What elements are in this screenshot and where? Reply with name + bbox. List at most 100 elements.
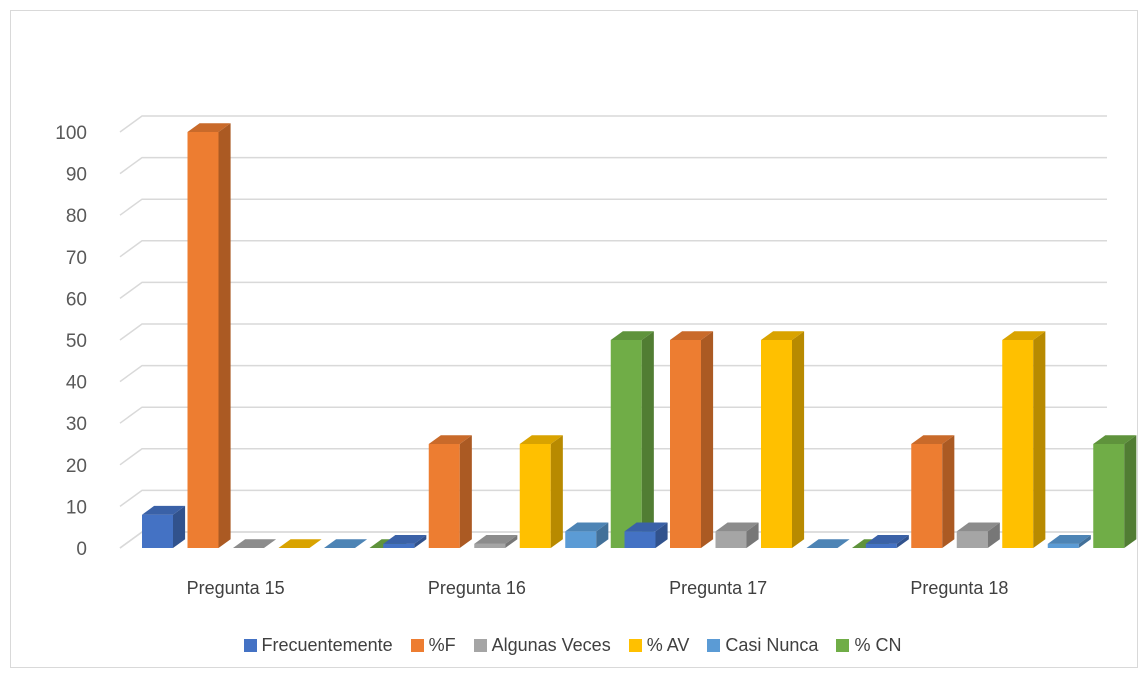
legend-label: % CN (854, 634, 902, 655)
x-axis: Pregunta 15 Pregunta 16 Pregunta 17 Pregunt… (187, 578, 1009, 598)
bar (187, 123, 231, 548)
bar-front (911, 444, 943, 548)
y-axis: 0 10 20 30 40 50 60 70 80 90 100 (55, 123, 87, 560)
bar-front (565, 531, 597, 548)
legend-label: Algunas Veces (491, 634, 611, 655)
legend-item: % AV (628, 634, 690, 656)
bar (715, 522, 759, 548)
bar-top (474, 535, 518, 544)
bar-side (746, 522, 759, 548)
bar-front (383, 543, 415, 548)
gridline (119, 281, 1107, 300)
bar-top (428, 435, 472, 444)
bar-front (610, 340, 642, 548)
x-category-label: Pregunta 15 (187, 578, 285, 598)
bar-side (173, 505, 186, 548)
bar-side (596, 522, 609, 548)
y-tick-label: 30 (66, 414, 87, 435)
bar-top (670, 331, 714, 340)
bar-side (655, 522, 668, 548)
bar-front (624, 531, 656, 548)
bar-side (414, 535, 427, 548)
legend-swatch (410, 638, 424, 652)
bar-front (1093, 444, 1125, 548)
bar (624, 522, 668, 548)
bar-top (383, 535, 427, 544)
legend-swatch (243, 638, 257, 652)
bar-side (1078, 535, 1091, 548)
bar-side (1033, 331, 1046, 548)
bar-side (1124, 435, 1137, 548)
bar-front (865, 543, 897, 548)
legend-swatch (473, 638, 487, 652)
bar-top (715, 522, 759, 532)
y-tick-label: 90 (66, 165, 87, 186)
gridline (119, 115, 1107, 133)
legend-item: %F (410, 634, 456, 656)
bar-front (519, 444, 551, 548)
bar-side (942, 435, 955, 548)
bar-front (1002, 340, 1034, 548)
bars (142, 123, 1137, 548)
bar-top (142, 505, 186, 515)
bar (1002, 331, 1046, 548)
x-category-label: Pregunta 16 (428, 578, 526, 598)
bar-top (610, 331, 654, 340)
bar (670, 331, 714, 548)
gridline (119, 240, 1107, 258)
legend-swatch (707, 638, 721, 652)
legend-label: Frecuentemente (261, 634, 393, 655)
bar (474, 535, 518, 548)
bar (233, 539, 277, 548)
gridline (119, 198, 1107, 216)
bar (383, 535, 427, 548)
bar (324, 539, 368, 548)
bar-top (187, 123, 231, 132)
bar-top (1002, 331, 1046, 340)
x-category-label: Pregunta 17 (669, 578, 767, 598)
bar (142, 505, 186, 548)
legend-item: Frecuentemente (243, 634, 393, 656)
y-tick-label: 20 (66, 456, 87, 477)
bar-front (715, 531, 747, 548)
x-category-label: Pregunta 18 (910, 578, 1008, 598)
legend-item: Casi Nunca (707, 635, 818, 656)
legend-item: Algunas Veces (473, 634, 611, 656)
bar-front (1047, 543, 1079, 548)
bar-top (278, 539, 322, 548)
bar-side (459, 435, 472, 548)
bar-top (624, 522, 668, 532)
bar-top (806, 539, 850, 548)
y-tick-label: 100 (55, 123, 87, 144)
bar-front (670, 340, 701, 548)
bar-side (505, 535, 518, 548)
bar-top (911, 435, 955, 444)
bar (956, 522, 1000, 548)
bar (428, 435, 472, 548)
bar (610, 331, 654, 548)
bar-front (187, 132, 219, 548)
bar (911, 435, 955, 548)
bar-side (701, 331, 714, 548)
bar-top (865, 535, 909, 544)
bar (519, 435, 563, 548)
y-tick-label: 50 (66, 331, 87, 352)
legend-swatch (836, 638, 850, 652)
bar-top (519, 435, 563, 444)
legend-label: Casi Nunca (725, 634, 819, 655)
bar (865, 535, 909, 548)
legend-swatch (628, 638, 642, 652)
y-tick-label: 40 (66, 373, 87, 394)
bar-side (792, 331, 805, 548)
legend-label: %F (428, 634, 456, 655)
bar-front (956, 531, 988, 548)
bar-front (474, 543, 506, 548)
y-tick-label: 10 (66, 497, 87, 518)
legend-label: % AV (646, 634, 690, 655)
bar (806, 539, 850, 548)
bar (565, 522, 609, 548)
gridline (119, 156, 1107, 175)
bar-top (956, 522, 1000, 532)
bar-front (142, 514, 173, 548)
legend-item: % CN (836, 635, 901, 656)
